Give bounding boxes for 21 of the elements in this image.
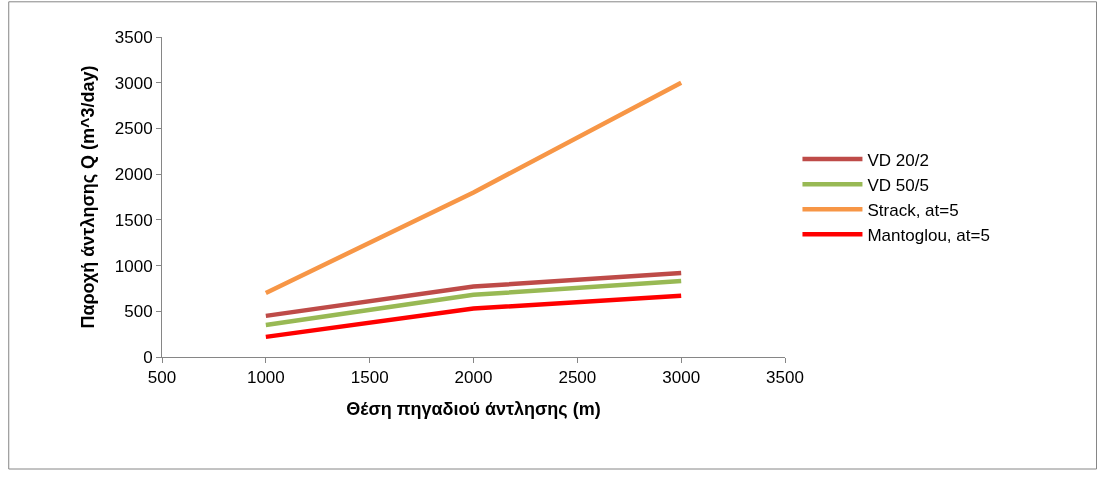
x-tick-label: 2500 [558,368,597,388]
y-tick-label: 0 [143,347,153,367]
y-tick-label: 500 [124,302,153,322]
y-tick-label: 3000 [114,73,153,93]
y-tick-label: 3500 [114,27,153,47]
legend-label: VD 50/5 [867,175,929,195]
y-axis-title: Παροχή άντλησης Q (m^3/day) [77,65,98,329]
x-tick-label: 1000 [246,368,285,388]
x-tick-label: 3500 [766,368,804,388]
legend-label: VD 20/2 [867,150,929,170]
x-axis-title: Θέση πηγαδιού άντλησης (m) [346,398,601,419]
legend-label: Strack, at=5 [867,200,959,220]
x-tick-label: 3000 [662,368,701,388]
legend-label: Mantoglou, at=5 [867,225,990,245]
x-tick-label: 2000 [454,368,493,388]
x-tick-label: 1500 [350,368,389,388]
y-tick-label: 2500 [114,119,153,139]
y-tick-label: 2000 [114,165,153,185]
x-tick-label: 500 [147,368,177,388]
y-tick-label: 1000 [114,256,153,276]
y-tick-label: 1500 [114,210,153,230]
